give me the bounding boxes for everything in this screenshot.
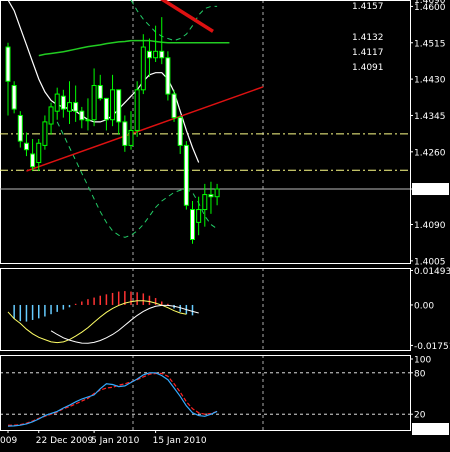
main-price-pane: 1.4157 1.4132 1.4117 1.4091 bbox=[0, 0, 411, 264]
ma-green-line bbox=[38, 39, 230, 57]
info-value: 1.4132 bbox=[352, 33, 384, 43]
info-value: 1.4157 bbox=[352, 2, 384, 12]
current-price-label: 1.4173 bbox=[414, 186, 446, 196]
stochastic-axis-label: 20 bbox=[414, 411, 426, 421]
macd-pane-frame bbox=[0, 268, 411, 351]
time-axis-label: 5 Jan 2010 bbox=[91, 436, 139, 446]
candle-body bbox=[171, 93, 177, 119]
candle-body bbox=[36, 142, 42, 164]
current-price-tag bbox=[412, 183, 449, 196]
candle-body bbox=[128, 129, 134, 146]
candle-body bbox=[183, 144, 189, 206]
candle-body bbox=[23, 142, 29, 151]
candle-body bbox=[67, 102, 72, 112]
time-axis-label: 009 bbox=[0, 436, 17, 446]
stochastic-signal-line bbox=[8, 372, 218, 426]
envelope-upper-line bbox=[130, 0, 218, 42]
candle-body bbox=[85, 119, 91, 122]
price-axis-label: 1.4090 bbox=[414, 221, 446, 231]
price-axis-label: 1.4260 bbox=[414, 148, 446, 158]
candle-body bbox=[214, 188, 220, 198]
price-axis-label: 1.4600 bbox=[414, 3, 446, 13]
candle-body bbox=[73, 102, 79, 112]
candle-body bbox=[159, 50, 165, 59]
candle-body bbox=[48, 106, 54, 125]
macd-signal-line bbox=[7, 300, 187, 344]
candle-body bbox=[196, 209, 202, 223]
price-axis-label-partial: 1.4690 bbox=[414, 0, 446, 6]
stochastic-pane-frame bbox=[0, 355, 411, 431]
candle-body bbox=[177, 117, 183, 146]
time-axis-label: 15 Jan 2010 bbox=[153, 436, 207, 446]
candle-body bbox=[103, 97, 109, 121]
candle-body bbox=[79, 110, 85, 121]
candle-body bbox=[11, 85, 17, 110]
candle-body bbox=[190, 209, 195, 240]
macd-axis-label: 0.01493 bbox=[414, 267, 450, 277]
stochastic-pane bbox=[0, 355, 411, 431]
candle-body bbox=[208, 194, 214, 198]
candle-body bbox=[17, 114, 23, 142]
price-axis-label: 1.4345 bbox=[414, 112, 446, 122]
candle-body bbox=[146, 50, 152, 59]
price-axis-label: 1.4005 bbox=[414, 257, 446, 267]
candle-body bbox=[153, 50, 159, 59]
main-pane-frame bbox=[0, 0, 411, 264]
candle-body bbox=[97, 85, 103, 99]
macd-pane bbox=[0, 268, 411, 351]
stochastic-axis-label: 100 bbox=[414, 356, 431, 366]
candle-body bbox=[110, 89, 116, 121]
candle-body bbox=[165, 57, 171, 95]
price-axis-label: 1.4515 bbox=[414, 39, 446, 49]
candle-body bbox=[5, 46, 11, 82]
stochastic-current-label: 2.6667 bbox=[414, 426, 446, 436]
candle-body bbox=[54, 93, 60, 112]
candle-body bbox=[134, 89, 140, 131]
price-axis-label: 1.4430 bbox=[414, 76, 446, 86]
candle-body bbox=[116, 89, 122, 123]
price-axis: 1.4600 1.4515 1.4430 1.4345 1.4260 1.4173 1.40… bbox=[410, 0, 450, 436]
candle-body bbox=[122, 121, 128, 146]
info-value: 1.4091 bbox=[352, 63, 384, 73]
candle-body bbox=[42, 121, 48, 146]
candle-body bbox=[30, 153, 36, 168]
time-axis-label: 22 Dec 2009 bbox=[36, 436, 94, 446]
trendline-red bbox=[26, 86, 264, 172]
macd-axis-label: 0.00 bbox=[414, 301, 434, 311]
candle-body bbox=[202, 194, 208, 211]
candle-body bbox=[140, 46, 146, 91]
stochastic-main-line bbox=[7, 372, 218, 427]
candle-body bbox=[60, 95, 66, 110]
trendline-red-upper bbox=[159, 0, 214, 33]
candle-body bbox=[91, 85, 97, 121]
info-value: 1.4117 bbox=[352, 48, 384, 58]
stochastic-current-tag bbox=[412, 423, 449, 435]
stochastic-axis-label: 80 bbox=[414, 369, 426, 379]
macd-main-line bbox=[50, 304, 199, 344]
